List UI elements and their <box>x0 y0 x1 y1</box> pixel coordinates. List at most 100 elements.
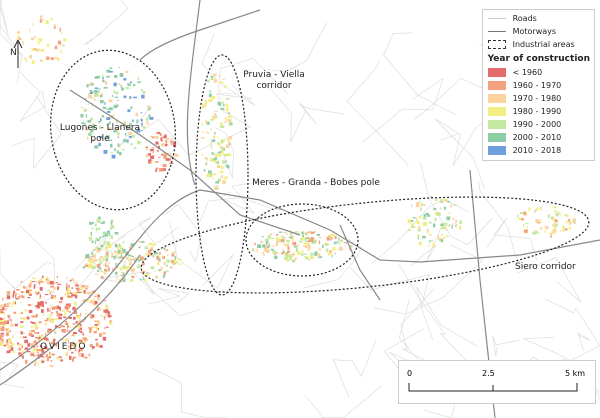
building <box>83 108 88 112</box>
building <box>34 314 37 317</box>
building <box>61 44 65 47</box>
building <box>301 236 306 241</box>
building <box>45 332 47 336</box>
building <box>77 291 82 294</box>
building <box>120 84 122 89</box>
building <box>554 219 558 223</box>
building <box>428 215 431 217</box>
building <box>82 332 84 336</box>
building <box>549 232 553 237</box>
building <box>123 267 127 269</box>
building <box>2 324 4 329</box>
building <box>334 248 337 250</box>
building <box>51 311 53 314</box>
building <box>114 271 118 275</box>
building <box>88 327 91 329</box>
building <box>82 284 84 287</box>
building <box>98 120 101 124</box>
building <box>48 317 53 320</box>
building <box>122 278 126 282</box>
building <box>91 125 96 129</box>
building <box>66 325 70 328</box>
building <box>158 252 161 255</box>
building <box>125 269 128 274</box>
building <box>0 318 4 322</box>
building <box>17 35 20 38</box>
siero-corridor-label: Siero corridor <box>515 262 576 272</box>
building <box>78 352 82 357</box>
building <box>210 128 212 131</box>
building <box>68 311 71 313</box>
building <box>169 162 174 164</box>
motorway <box>139 9 261 61</box>
motorway <box>186 0 201 186</box>
building <box>102 336 107 341</box>
building <box>534 209 536 213</box>
building <box>34 36 36 38</box>
building <box>89 263 92 265</box>
building <box>24 339 29 344</box>
building <box>553 210 558 212</box>
building <box>148 249 152 254</box>
building <box>91 240 94 244</box>
building <box>280 240 282 243</box>
building <box>272 250 277 255</box>
siero-corridor-ellipse <box>140 196 590 294</box>
building <box>60 49 62 54</box>
building <box>340 239 344 242</box>
building <box>139 258 143 261</box>
building <box>27 343 31 347</box>
building <box>36 350 40 353</box>
building <box>69 355 72 360</box>
building <box>201 153 204 156</box>
building <box>257 244 261 248</box>
building <box>119 267 124 271</box>
building <box>115 262 117 267</box>
road <box>267 22 327 73</box>
building <box>43 346 48 349</box>
road <box>262 83 306 142</box>
building <box>122 272 125 277</box>
building <box>261 236 264 238</box>
building <box>71 351 74 354</box>
building <box>66 286 68 290</box>
building <box>80 113 84 118</box>
building <box>62 309 65 312</box>
building <box>60 32 63 34</box>
building <box>292 252 295 256</box>
building <box>6 295 11 300</box>
building <box>252 248 255 252</box>
building <box>46 279 50 284</box>
building <box>103 300 107 302</box>
building <box>160 137 163 141</box>
building <box>303 253 308 255</box>
building <box>161 153 164 156</box>
building <box>211 145 213 149</box>
building <box>334 235 337 240</box>
building <box>317 253 321 257</box>
building <box>523 223 525 228</box>
oviedo-label: OVIEDO <box>40 342 88 352</box>
building <box>271 237 275 239</box>
road <box>74 235 126 276</box>
building <box>215 181 219 184</box>
building <box>49 306 52 309</box>
building <box>155 168 158 172</box>
building <box>174 153 179 157</box>
building <box>221 101 224 105</box>
building <box>163 271 166 276</box>
building <box>327 252 332 256</box>
building <box>89 300 94 304</box>
building <box>214 110 218 112</box>
building <box>99 256 103 259</box>
building <box>118 67 120 69</box>
building <box>213 73 217 77</box>
building <box>42 275 44 279</box>
building <box>32 353 34 356</box>
building <box>88 258 92 261</box>
building <box>122 265 126 269</box>
building <box>225 117 227 120</box>
building <box>308 259 311 261</box>
building <box>39 15 43 19</box>
building <box>140 271 143 274</box>
